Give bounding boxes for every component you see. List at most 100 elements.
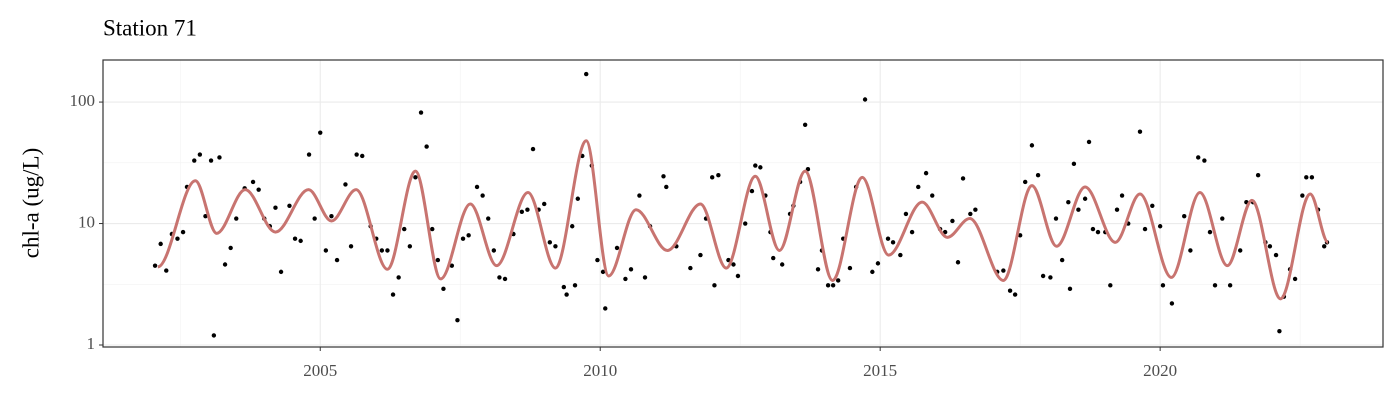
data-point [530, 146, 536, 152]
smooth-line [157, 139, 1330, 301]
data-point [930, 193, 935, 198]
data-point [430, 226, 435, 232]
data-point [424, 144, 429, 149]
data-point [228, 245, 233, 251]
data-point [749, 188, 755, 194]
x-tick-label: 2020 [1143, 361, 1177, 380]
data-point [491, 248, 497, 253]
data-point [973, 207, 978, 212]
data-point [211, 333, 217, 338]
y-axis-label: chl-a (ug/L) [18, 148, 43, 258]
data-point [1108, 283, 1113, 288]
data-point [1188, 248, 1193, 253]
data-point [623, 276, 628, 282]
data-point [955, 260, 961, 265]
data-point [1160, 283, 1166, 288]
data-point [497, 275, 502, 280]
data-point [758, 165, 763, 170]
data-point [1090, 226, 1096, 232]
data-point [572, 283, 578, 288]
data-point [175, 236, 180, 241]
data-point [584, 71, 589, 77]
data-point [1267, 244, 1273, 249]
data-point [1076, 207, 1081, 212]
data-point [250, 179, 256, 185]
data-point [1066, 199, 1071, 205]
data-point [379, 248, 385, 253]
x-tick-label: 2005 [303, 361, 337, 380]
data-point [292, 236, 298, 241]
data-point [779, 262, 785, 267]
data-point [502, 276, 508, 282]
data-point [1227, 283, 1233, 288]
data-point [805, 167, 811, 172]
data-point [217, 155, 222, 160]
data-point [835, 278, 841, 283]
data-point [1029, 143, 1035, 148]
data-point [1035, 173, 1041, 178]
data-point [152, 263, 158, 268]
data-point [318, 130, 323, 135]
data-point [968, 211, 973, 217]
data-point [1007, 288, 1013, 293]
data-point [923, 170, 929, 176]
data-point [418, 110, 424, 115]
data-point [712, 283, 717, 288]
data-point [815, 267, 821, 272]
data-point [735, 273, 741, 279]
data-point [830, 283, 836, 288]
data-point [1202, 158, 1207, 163]
data-point [1023, 179, 1028, 185]
data-point [180, 229, 186, 235]
data-point [1071, 161, 1077, 167]
data-point [306, 152, 312, 157]
data-point [875, 261, 881, 266]
data-point [903, 211, 909, 217]
data-point [1157, 224, 1163, 229]
data-point [329, 213, 334, 219]
data-point [642, 275, 648, 280]
data-point [287, 203, 292, 208]
y-tick-label: 100 [70, 91, 96, 110]
data-point [1017, 233, 1023, 238]
data-point [525, 207, 530, 212]
data-point [1292, 276, 1298, 282]
data-point [390, 292, 396, 297]
data-point [637, 193, 642, 198]
data-point [519, 209, 525, 214]
data-point [862, 97, 868, 102]
data-point [898, 252, 903, 258]
x-tick-label: 2015 [863, 361, 897, 380]
data-point [334, 257, 340, 263]
data-point [1119, 193, 1125, 198]
data-point [1273, 252, 1279, 258]
data-point [1067, 286, 1073, 292]
data-point [466, 233, 471, 238]
data-point [1309, 175, 1315, 180]
data-point [1001, 268, 1006, 273]
data-point [825, 283, 831, 288]
data-point [1304, 175, 1309, 180]
data-point [603, 306, 608, 311]
data-point [688, 265, 693, 271]
panel-border [102, 59, 1384, 348]
data-point [710, 175, 715, 180]
data-point [1300, 193, 1305, 198]
data-point [950, 218, 955, 224]
data-point [1212, 283, 1218, 288]
data-point [455, 318, 460, 323]
data-point [1040, 273, 1046, 279]
data-point [1082, 196, 1088, 201]
data-point [348, 244, 354, 249]
data-point [890, 240, 896, 245]
data-point [164, 268, 169, 273]
data-point [360, 153, 365, 159]
data-point [1059, 257, 1065, 263]
data-point [1150, 203, 1155, 208]
data-point [1207, 229, 1213, 235]
data-point [1048, 275, 1053, 280]
data-point [1053, 216, 1059, 221]
data-point [847, 265, 853, 271]
data-point [628, 267, 634, 272]
data-point [561, 284, 567, 290]
